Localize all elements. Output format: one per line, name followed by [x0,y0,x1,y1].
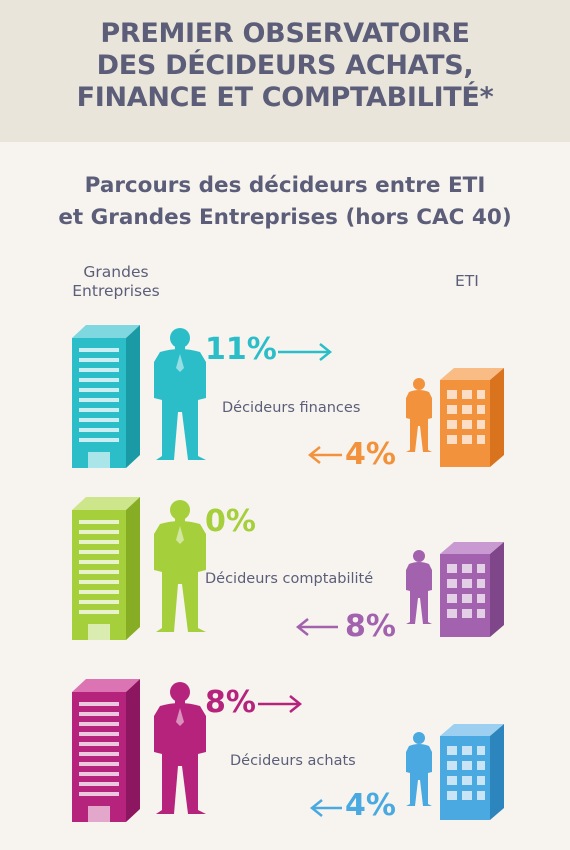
column-label-grandes-entreprises: Grandes Entreprises [66,263,166,301]
arrow-left-achats [309,799,342,817]
ge-man-comptabilite [154,500,206,632]
ge-man-finances [154,328,206,460]
ge-man-achats [154,682,206,814]
column-label-ge-line-2: Entreprises [72,282,160,300]
subtitle: Parcours des décideurs entre ETI et Gran… [0,170,570,234]
row-comptabilite-to-eti-percent: 0% [205,504,256,539]
header-banner: PREMIER OBSERVATOIRE DES DÉCIDEURS ACHAT… [0,0,570,142]
eti-man-finances [406,378,432,452]
subtitle-line-2: et Grandes Entreprises (hors CAC 40) [58,205,512,230]
ge-building-achats [72,679,140,822]
eti-man-achats [406,732,432,806]
eti-man-comptabilite [406,550,432,624]
row-comptabilite-to-ge-percent: 8% [345,609,396,644]
eti-building-finances [440,368,504,467]
subtitle-line-1: Parcours des décideurs entre ETI [84,173,486,198]
column-label-ge-line-1: Grandes [83,263,149,281]
row-finances-to-eti-percent: 11% [205,332,277,367]
arrow-right-finances [278,343,333,361]
arrow-left-comptabilite [295,618,338,636]
row-comptabilite-label: Décideurs comptabilité [205,571,374,587]
ge-building-comptabilite [72,497,140,640]
title-line-1: PREMIER OBSERVATOIRE [100,18,470,49]
row-achats-label: Décideurs achats [230,753,356,769]
row-finances-to-ge-percent: 4% [345,437,396,472]
title-line-3: FINANCE ET COMPTABILITÉ* [76,82,494,113]
row-achats-to-eti-percent: 8% [205,685,256,720]
row-finances-label: Décideurs finances [222,400,361,416]
page-title: PREMIER OBSERVATOIRE DES DÉCIDEURS ACHAT… [0,18,570,114]
row-achats-to-ge-percent: 4% [345,788,396,823]
arrow-left-finances [307,446,342,464]
ge-building-finances [72,325,140,468]
column-label-eti: ETI [455,272,479,290]
eti-building-comptabilite [440,542,504,637]
title-line-2: DES DÉCIDEURS ACHATS, [96,50,474,81]
arrow-right-achats [258,695,303,713]
eti-building-achats [440,724,504,820]
